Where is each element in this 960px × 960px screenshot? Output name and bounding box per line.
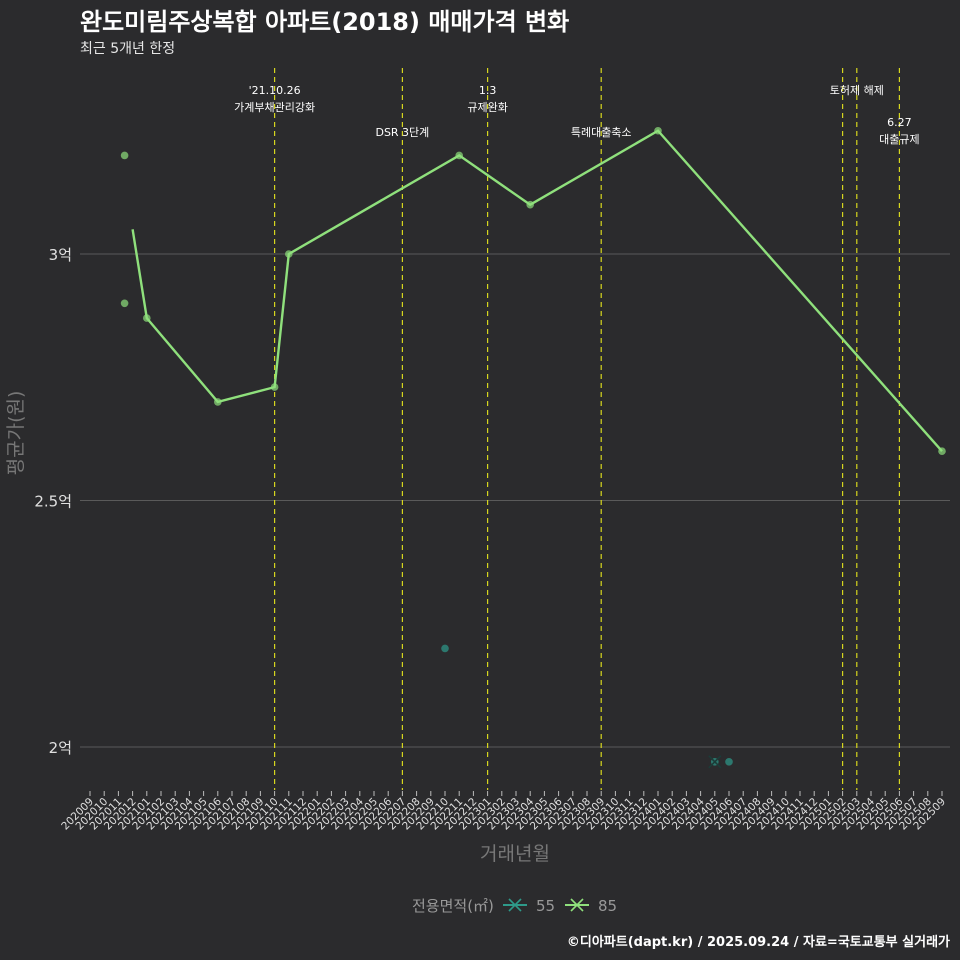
legend-entry-label: 55 (536, 897, 555, 915)
series-55-point (725, 757, 733, 766)
event-label: 1.3 (479, 84, 497, 97)
series-85-point (285, 250, 293, 258)
y-tick-label: 2.5억 (34, 493, 72, 511)
legend-entries: 55 85 (503, 897, 617, 915)
event-label: '21.10.26 (249, 84, 301, 97)
y-tick-label: 3억 (49, 246, 72, 264)
series-85-point (214, 398, 222, 406)
series-layer (120, 126, 946, 769)
event-label: 규제완화 (467, 101, 507, 114)
legend-key-cross (508, 898, 522, 912)
y-axis-label: 평균가(원) (5, 391, 27, 476)
event-label: 6.27 (887, 116, 912, 129)
series-85-point (270, 383, 279, 391)
event-label: DSR 3단계 (375, 126, 429, 139)
legend-key-cross (570, 898, 584, 912)
x-axis-ticks: 2020092020102020112020122021012021022021… (59, 791, 948, 832)
series-85-point (938, 447, 946, 456)
y-axis-ticks: 3억 2.5억 2억 (34, 246, 72, 757)
series-85-point (526, 200, 534, 209)
series-85-point (120, 151, 129, 160)
x-axis-label: 거래년월 (480, 843, 550, 865)
event-label: 특례대출축소 (571, 126, 632, 139)
legend: 전용면적(㎡) 55 85 (412, 897, 617, 915)
event-label: 가계부채관리강화 (234, 101, 315, 114)
series-85-line (131, 129, 943, 452)
series-85-point (654, 126, 662, 135)
series-55-cross-mark (708, 755, 722, 769)
legend-entry-label: 85 (598, 897, 617, 915)
source-caption: ©디아파트(dapt.kr) / 2025.09.24 / 자료=국토교통부 실… (567, 934, 950, 950)
series-85-point (120, 299, 129, 308)
chart-title: 완도미림주상복합 아파트(2018) 매매가격 변화 (80, 8, 569, 36)
y-tick-label: 2억 (49, 739, 72, 757)
series-85-point (143, 314, 151, 322)
event-label: 토허제 해제 (830, 83, 884, 97)
event-label: 대출규제 (879, 133, 919, 146)
series-55-point (441, 644, 449, 653)
legend-title: 전용면적(㎡) (412, 897, 494, 915)
grid-layer (80, 253, 950, 748)
chart-subtitle: 최근 5개년 한정 (80, 41, 175, 57)
series-85-point (455, 151, 464, 160)
